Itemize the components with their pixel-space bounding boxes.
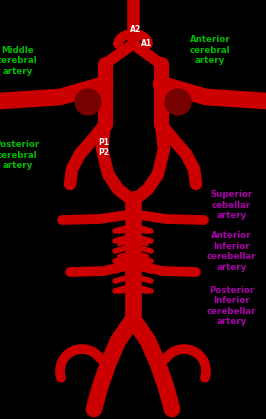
Text: P1: P1 — [98, 138, 109, 147]
Text: P2: P2 — [98, 148, 109, 158]
Text: Posterior
cerebral
artery: Posterior cerebral artery — [0, 140, 40, 170]
Text: Posterior
Inferior
cerebellar
artery: Posterior Inferior cerebellar artery — [207, 286, 256, 326]
Circle shape — [165, 89, 191, 115]
Text: A1: A1 — [141, 39, 152, 49]
Text: Anterior
Inferior
cerebellar
artery: Anterior Inferior cerebellar artery — [207, 231, 256, 272]
Circle shape — [75, 89, 101, 115]
Text: Anterior
cerebral
artery: Anterior cerebral artery — [190, 35, 230, 65]
Text: Superior
cebellar
artery: Superior cebellar artery — [210, 190, 252, 220]
Text: Middle
cerebral
artery: Middle cerebral artery — [0, 46, 38, 76]
Text: A2: A2 — [130, 25, 142, 34]
